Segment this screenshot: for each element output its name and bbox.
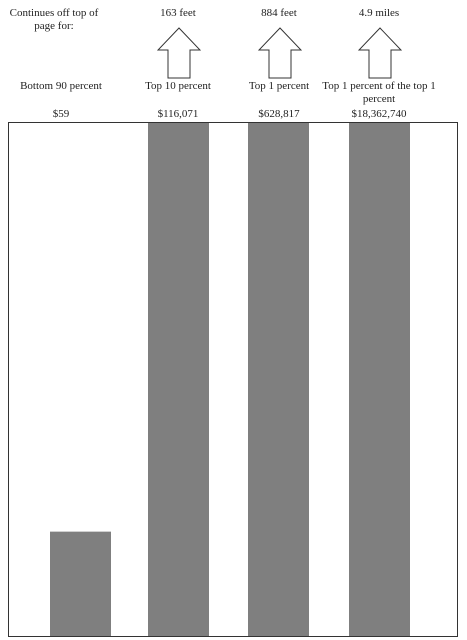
category-label-top-1: Top 1 percent xyxy=(248,80,310,92)
bar-bottom-90 xyxy=(50,531,111,636)
category-label-bottom-90: Bottom 90 percent xyxy=(20,80,102,92)
up-arrow-icon xyxy=(258,27,302,79)
off-page-height-label-top-10: 163 feet xyxy=(160,7,196,19)
value-label-top-1: $628,817 xyxy=(258,108,300,120)
up-arrow-icon xyxy=(358,27,402,79)
category-label-top-1-of-top-1: Top 1 percent of the top 1 percent xyxy=(322,80,436,105)
bars-group xyxy=(50,123,410,636)
intro-label: Continues off top of page for: xyxy=(9,7,99,32)
off-page-height-label-top-1: 884 feet xyxy=(261,7,297,19)
bar-top-1 xyxy=(248,123,309,636)
bar-top-1-of-top-1 xyxy=(349,123,410,636)
bar-top-10 xyxy=(148,123,209,636)
off-page-height-label-top-1-of-top-1: 4.9 miles xyxy=(358,7,400,19)
up-arrow-icon xyxy=(157,27,201,79)
category-label-top-10: Top 10 percent xyxy=(145,80,211,92)
plot-frame xyxy=(8,122,458,637)
value-label-top-1-of-top-1: $18,362,740 xyxy=(351,108,407,120)
value-label-bottom-90: $59 xyxy=(52,108,70,120)
value-label-top-10: $116,071 xyxy=(157,108,199,120)
